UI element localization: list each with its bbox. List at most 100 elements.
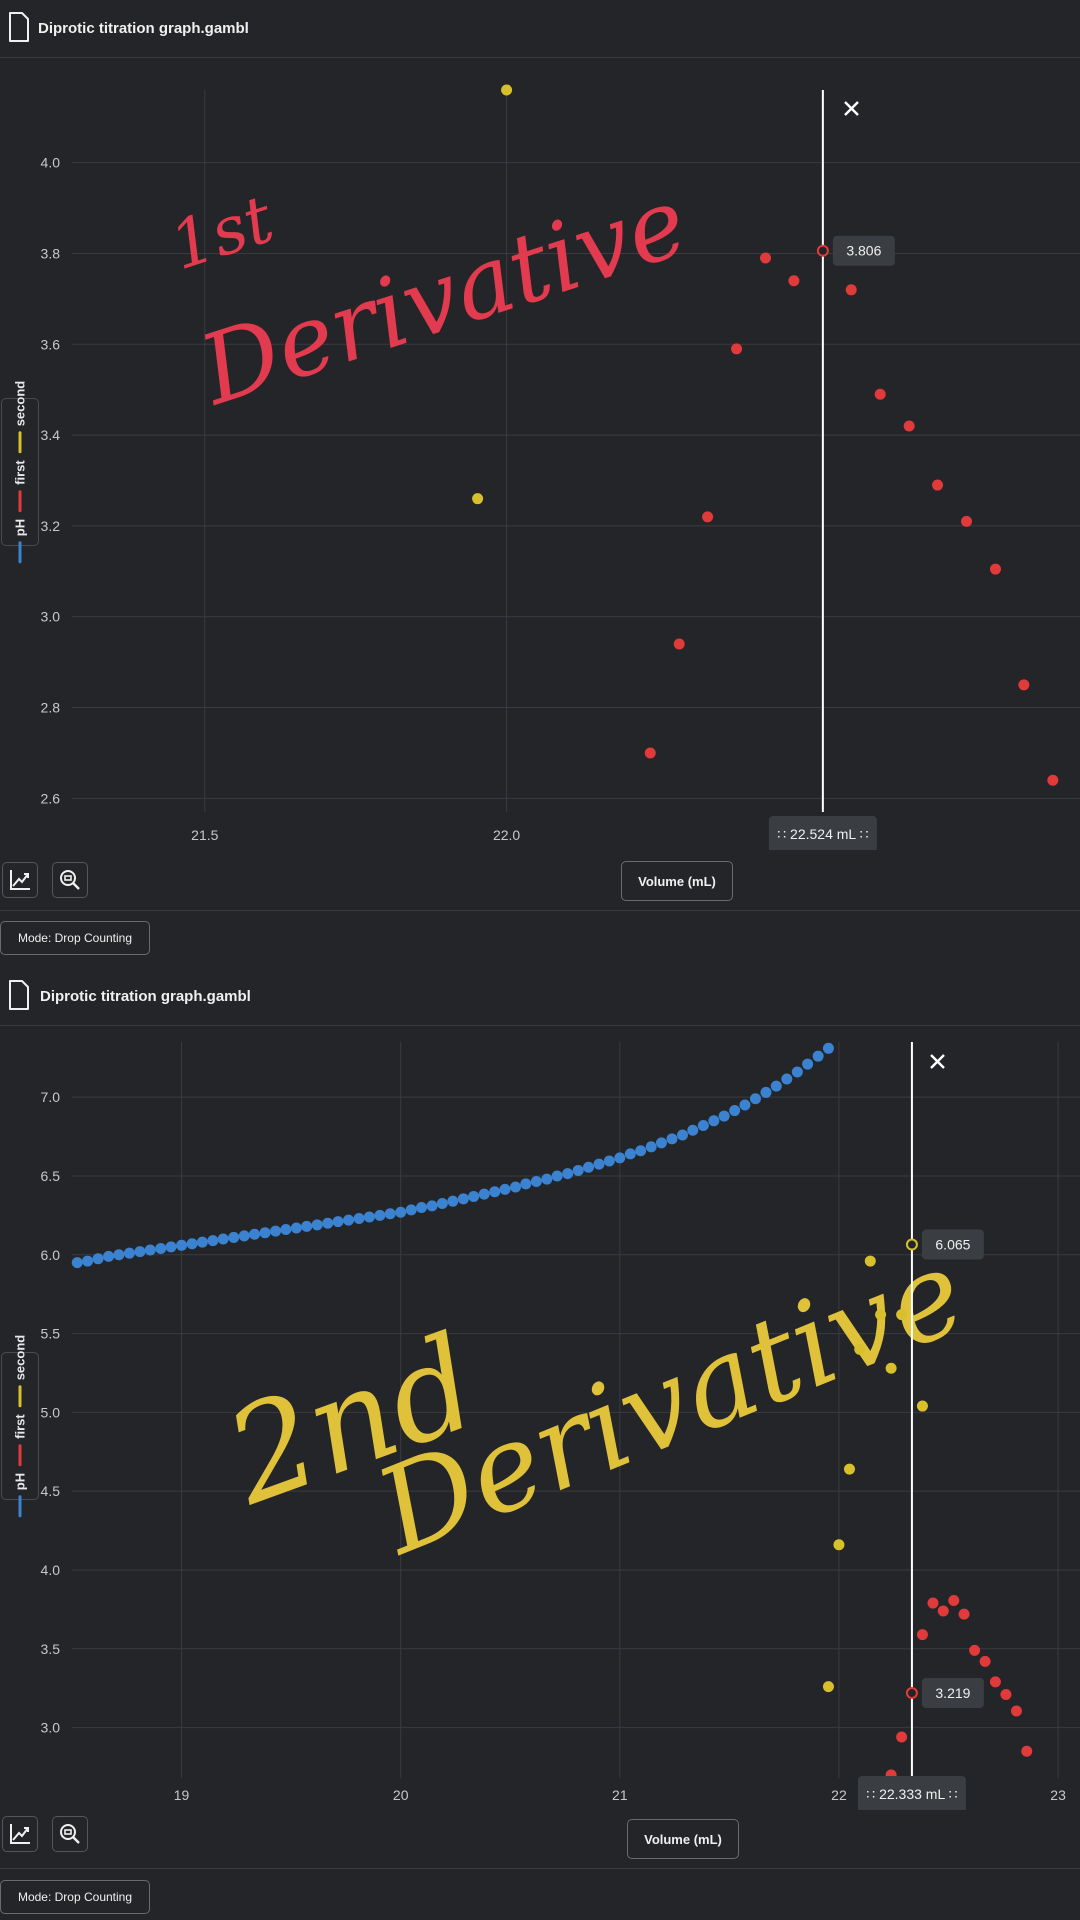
- data-point-first: [731, 343, 743, 355]
- y-tick-label: 3.5: [41, 1641, 61, 1657]
- data-point-first: [916, 1629, 928, 1641]
- data-point-first: [788, 275, 800, 287]
- data-point-pH: [155, 1242, 167, 1254]
- series-second: [472, 84, 513, 505]
- data-point-pH: [781, 1073, 793, 1085]
- data-point-second: [501, 84, 513, 96]
- y-tick-label: 3.0: [41, 1720, 61, 1736]
- data-point-pH: [812, 1050, 824, 1062]
- file-header: Diprotic titration graph.gambl: [0, 968, 1080, 1026]
- data-point-pH: [343, 1214, 355, 1226]
- data-point-pH: [374, 1209, 386, 1221]
- x-axis-label-button[interactable]: Volume (mL): [627, 1819, 739, 1859]
- close-cursor-icon[interactable]: [844, 101, 859, 116]
- zoom-button[interactable]: [52, 1816, 88, 1852]
- data-point-first: [903, 420, 915, 432]
- mode-button[interactable]: Mode: Drop Counting: [0, 1880, 150, 1914]
- annotation-line-1: 1st: [161, 180, 283, 285]
- data-point-pH: [259, 1227, 271, 1239]
- data-point-second: [864, 1255, 876, 1267]
- graph-panel-bottom: Diprotic titration graph.gambl 3.0 3.5 4.0…: [0, 960, 1080, 1920]
- highlight-value: 3.806: [846, 243, 881, 259]
- titration-chart[interactable]: 3.0 3.5 4.0 4.5 5.0 5.5 6.0 6.5 7.0 19 20 21 22 23 2n…: [0, 960, 1080, 1810]
- chart-axes-icon: [10, 870, 30, 890]
- titration-chart[interactable]: 2.6 2.8 3.0 3.2 3.4 3.6 3.8 4.0 21.5 22.0 1st Der…: [0, 0, 1080, 850]
- data-point-pH: [196, 1236, 208, 1248]
- document-icon: [9, 980, 29, 1010]
- handwritten-annotation: 1st Derivative: [161, 165, 700, 427]
- cursor[interactable]: ∷ 22.524 mL ∷ 3.806: [768, 90, 895, 850]
- grid: [72, 90, 1080, 812]
- y-tick-label: 4.0: [41, 155, 61, 171]
- data-series: [71, 1042, 1033, 1781]
- highlight-value-box: [921, 1678, 984, 1709]
- y-tick-label: 3.4: [41, 427, 61, 443]
- mode-button[interactable]: Mode: Drop Counting: [0, 921, 150, 955]
- zoom-icon: [60, 870, 80, 890]
- data-point-first: [644, 747, 656, 759]
- divider: [0, 1868, 1080, 1869]
- data-point-pH: [489, 1186, 501, 1198]
- data-point-first: [932, 479, 944, 491]
- legend-item-first: first: [13, 1414, 28, 1466]
- data-point-pH: [113, 1249, 125, 1261]
- data-point-second: [843, 1463, 855, 1475]
- cursor[interactable]: ∷ 22.333 mL ∷ 6.065 3.219: [857, 1042, 984, 1810]
- data-point-pH: [635, 1145, 647, 1157]
- close-cursor-icon[interactable]: [930, 1054, 945, 1069]
- data-point-pH: [186, 1238, 198, 1250]
- data-point-pH: [301, 1220, 313, 1232]
- data-point-pH: [802, 1058, 814, 1070]
- data-point-first: [937, 1605, 949, 1617]
- data-point-pH: [332, 1216, 344, 1228]
- data-point-pH: [697, 1120, 709, 1132]
- file-title: Diprotic titration graph.gambl: [38, 20, 249, 37]
- y-tick-label: 3.2: [41, 518, 61, 534]
- data-point-pH: [416, 1201, 428, 1213]
- data-point-pH: [749, 1093, 761, 1105]
- y-tick-label: 4.0: [41, 1562, 61, 1578]
- file-header: Diprotic titration graph.gambl: [0, 0, 1080, 58]
- x-tick-label: 20: [393, 1787, 409, 1803]
- data-point-pH: [290, 1222, 302, 1234]
- data-point-second: [916, 1400, 928, 1412]
- axis-settings-button[interactable]: [2, 862, 38, 898]
- data-point-first: [969, 1644, 981, 1656]
- data-point-second: [885, 1362, 897, 1374]
- data-point-first: [979, 1655, 991, 1667]
- x-tick-label: 22: [831, 1787, 847, 1803]
- data-point-first: [702, 511, 714, 523]
- data-point-first: [927, 1597, 939, 1609]
- data-point-pH: [123, 1247, 135, 1259]
- data-point-second: [822, 1681, 834, 1693]
- data-point-first: [958, 1608, 970, 1620]
- highlight-point: [816, 244, 829, 257]
- axis-settings-button[interactable]: [2, 1816, 38, 1852]
- data-point-first: [1047, 774, 1059, 786]
- data-point-pH: [249, 1228, 261, 1240]
- legend: pH first second: [1, 381, 39, 564]
- y-tick-label: 5.5: [41, 1326, 61, 1342]
- legend-item-second: second: [13, 1335, 28, 1408]
- data-point-pH: [144, 1244, 156, 1256]
- legend-item-ph: pH: [13, 519, 28, 564]
- data-point-first: [874, 388, 886, 400]
- legend: pH first second: [1, 1335, 39, 1518]
- data-point-pH: [791, 1066, 803, 1078]
- data-point-pH: [708, 1115, 720, 1127]
- data-point-pH: [363, 1211, 375, 1223]
- highlight-point: [905, 1238, 918, 1251]
- cursor-x-readout: ∷ 22.333 mL ∷: [866, 1786, 957, 1802]
- data-point-first: [1000, 1688, 1012, 1700]
- series-pH: [71, 1042, 834, 1269]
- zoom-button[interactable]: [52, 862, 88, 898]
- data-point-pH: [134, 1246, 146, 1258]
- y-tick-label: 5.0: [41, 1404, 61, 1420]
- x-axis-label-button[interactable]: Volume (mL): [621, 861, 733, 901]
- data-point-pH: [551, 1170, 563, 1182]
- data-point-pH: [228, 1231, 240, 1243]
- data-point-pH: [603, 1155, 615, 1167]
- data-point-pH: [510, 1181, 522, 1193]
- data-point-second: [854, 1343, 866, 1355]
- data-point-first: [896, 1731, 908, 1743]
